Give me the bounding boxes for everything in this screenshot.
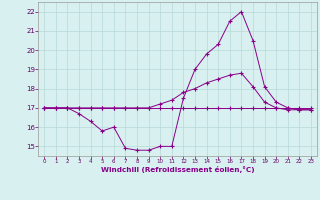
X-axis label: Windchill (Refroidissement éolien,°C): Windchill (Refroidissement éolien,°C) [101,166,254,173]
